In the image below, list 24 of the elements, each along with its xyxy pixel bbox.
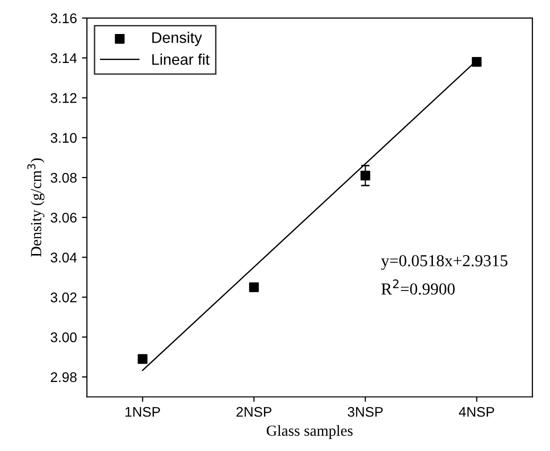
y-tick-label: 3.00 — [50, 332, 77, 342]
y-tick-label: 3.14 — [50, 53, 77, 64]
legend-label: Linear fit — [152, 54, 210, 65]
point — [138, 354, 148, 364]
y-tick-label: 3.16 — [50, 13, 77, 24]
x-tick-label: 2NSP — [236, 406, 272, 417]
y-tick-label: 3.06 — [50, 212, 77, 223]
legend-label: Density — [152, 32, 202, 46]
x-tick-label: 3NSP — [348, 406, 383, 417]
y-tick-label: 3.12 — [50, 93, 76, 103]
point — [360, 170, 370, 180]
y-tick-label: 3.04 — [50, 252, 77, 262]
y-tick-label: 3.02 — [50, 292, 76, 302]
y-axis-title: Density (g/cm$^{3}$) — [27, 158, 44, 257]
y-tick-label: 2.98 — [50, 372, 77, 382]
x-tick-label: 1NSP — [126, 406, 160, 417]
x-tick-label: 4NSP — [458, 406, 494, 417]
point — [472, 57, 482, 67]
annotation: R$^{2}$=0.9900 — [381, 279, 455, 295]
point — [249, 282, 259, 292]
x-axis-title: Glass samples — [266, 425, 353, 439]
annotation: y=0.0518x+2.9315 — [381, 255, 508, 270]
y-tick-label: 3.10 — [50, 133, 77, 143]
y-tick-label: 3.08 — [50, 172, 77, 183]
